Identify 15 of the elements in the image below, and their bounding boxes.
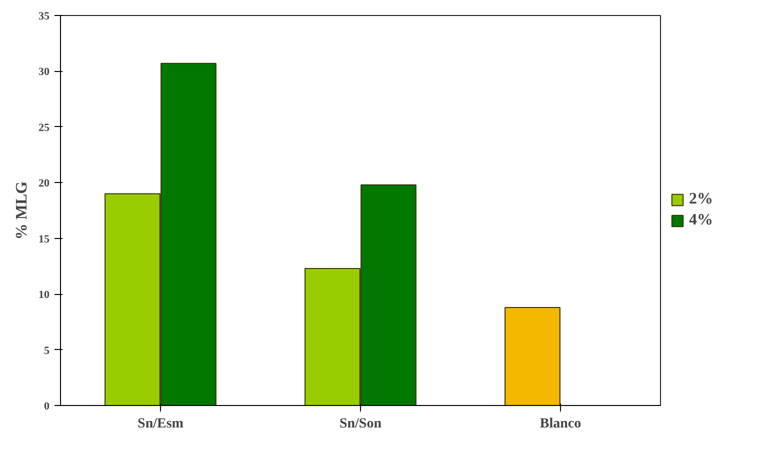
- y-tick-label: 10: [38, 289, 50, 302]
- y-tick-label: 0: [44, 400, 50, 412]
- legend-label: 2%: [689, 190, 713, 208]
- y-tick-label: 20: [38, 178, 50, 190]
- x-tick-label: Sn/Esm: [138, 416, 184, 432]
- y-tick-label: 5: [44, 344, 50, 357]
- x-tick-label: Blanco: [540, 416, 582, 432]
- y-axis-title: % MLG: [14, 180, 30, 240]
- y-tick-label: 25: [38, 122, 50, 134]
- y-tick-label: 15: [38, 233, 50, 246]
- x-tick-label: Sn/Son: [339, 416, 382, 432]
- y-tick-label: 30: [38, 66, 50, 78]
- bar: [504, 306, 560, 406]
- legend-label: 4%: [689, 212, 713, 230]
- y-tick-label: 35: [38, 10, 50, 22]
